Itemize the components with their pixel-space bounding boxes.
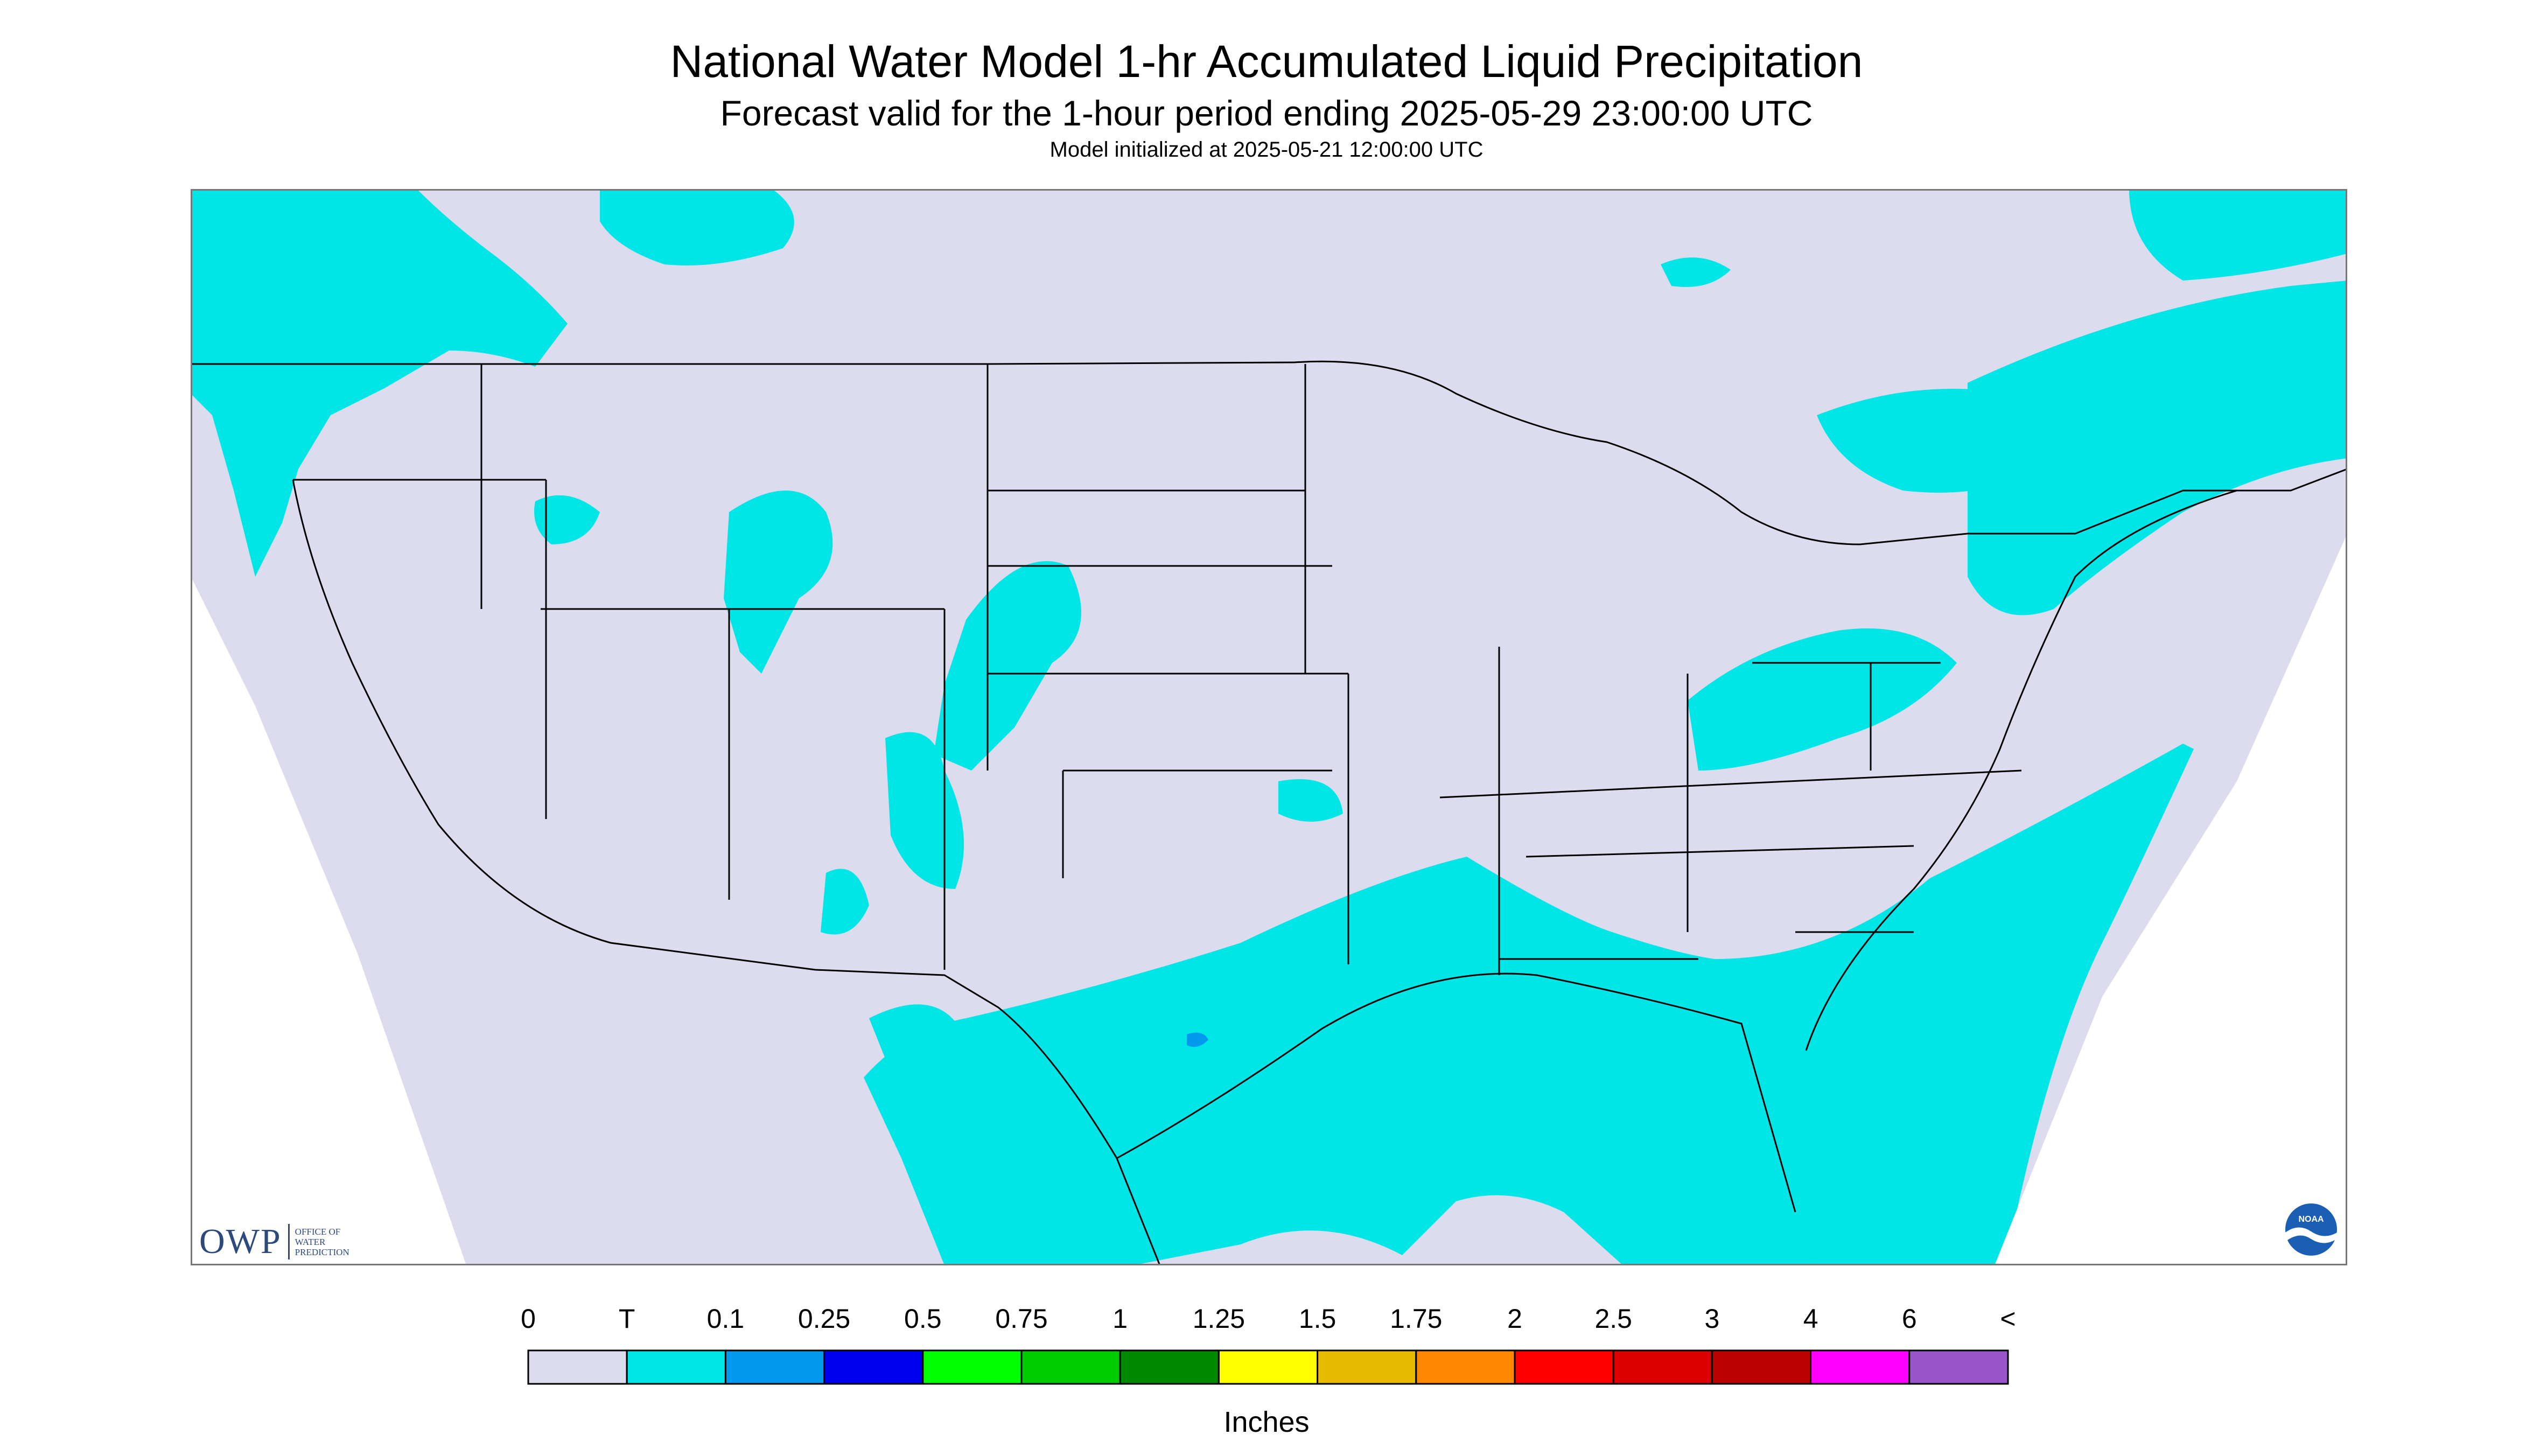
legend-tick-label: 2 [1507,1304,1522,1334]
precip-wyoming-west [724,491,833,674]
legend-color-box [1514,1349,1614,1385]
legend-tick-label: 1 [1112,1304,1128,1334]
coast-atlantic [1805,489,2237,1051]
outside-domain-right [1995,534,2347,1265]
precip-idaho [534,495,600,544]
legend-color-box [1317,1349,1417,1385]
precip-heavier-spot [1187,1032,1208,1047]
legend-tick-label: < [2000,1304,2016,1334]
outside-domain-left [191,576,466,1265]
legend-tick-label: 0.75 [995,1304,1047,1334]
coast-pacific [292,479,611,944]
noaa-logo-text: NOAA [2298,1215,2324,1224]
legend-color-box [1119,1349,1220,1385]
legend-color-box [724,1349,825,1385]
map-subtitle: Forecast valid for the 1-hour period end… [720,93,1813,133]
border-mexico [610,942,1161,1265]
map-frame [191,189,2347,1265]
legend-tick-label: 1.75 [1390,1304,1442,1334]
state-lines-central [988,364,1689,975]
precip-pacific-northwest [191,189,568,577]
precip-texas-gulf [864,744,2194,1265]
owp-logo-text: OFFICE OF WATER PREDICTION [295,1227,349,1257]
legend-color-box [1217,1349,1319,1385]
owp-logo-line: PREDICTION [295,1247,349,1257]
legend-tick-label: 0 [521,1304,536,1334]
legend-tick-label: 2.5 [1594,1304,1632,1334]
state-lines-west [293,364,989,970]
legend-color-box [1908,1349,2009,1385]
legend-tick-label: 6 [1902,1304,1917,1334]
noaa-logo-icon: NOAA [2285,1203,2337,1258]
legend-tick-labels: 0 T 0.1 0.25 0.5 0.75 1 1.25 1.5 1.75 2 2.5 3 4 6 < [521,1304,2016,1334]
legend-tick-label: 3 [1704,1304,1719,1334]
legend-tick-label: 4 [1803,1304,1818,1334]
precip-ontario-north [1661,257,1731,287]
precip-new-mexico [821,869,869,935]
legend-color-box [823,1349,924,1385]
precipitation-areas [191,189,2347,1265]
legend-color-box [1711,1349,1812,1385]
legend-tick-label: 1.5 [1299,1304,1337,1334]
precip-northeast [1968,281,2347,615]
precipitation-map: NOAA [191,189,2347,1265]
state-lines-east [1439,662,2022,960]
owp-logo-line: WATER [295,1236,326,1247]
legend-color-box [527,1349,628,1385]
precip-quebec [2129,189,2347,281]
border-canada-great-lakes [1294,360,2347,545]
precip-southwest-border [869,1004,961,1074]
legend-color-box [1020,1349,1121,1385]
owp-logo-letters: OWP [199,1222,282,1261]
legend-tick-label: 1.25 [1193,1304,1245,1334]
precip-kansas-oklahoma [1278,779,1343,822]
coast-gulf [1116,972,1796,1213]
owp-logo: OWP OFFICE OF WATER PREDICTION [199,1221,349,1262]
legend-color-boxes [527,1349,2009,1385]
legend-color-box [1810,1349,1911,1385]
map-title: National Water Model 1-hr Accumulated Li… [670,36,1863,87]
state-boundaries [191,360,2347,1265]
legend-tick-label: T [619,1304,635,1334]
precip-rockies-central [934,561,1081,771]
owp-logo-divider [288,1224,290,1259]
legend-tick-label: 0.1 [707,1304,745,1334]
legend-color-box [626,1349,726,1385]
legend-color-box [922,1349,1023,1385]
legend-tick-label: 0.5 [904,1304,942,1334]
owp-logo-line: OFFICE OF [295,1226,341,1237]
precip-montana-north [600,189,794,265]
precip-florida [1736,1014,1824,1265]
precip-mid-atlantic [1688,628,1957,771]
legend-color-box [1415,1349,1516,1385]
legend-tick-label: 0.25 [798,1304,850,1334]
legend-unit-label: Inches [1223,1406,1310,1438]
legend-color-box [1612,1349,1713,1385]
model-init-line: Model initialized at 2025-05-21 12:00:00… [1049,138,1484,162]
